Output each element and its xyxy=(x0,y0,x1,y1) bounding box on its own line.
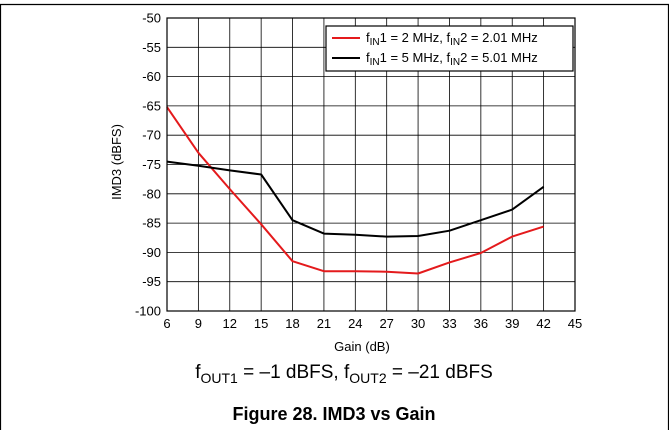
legend-1-sub1: IN xyxy=(370,37,380,48)
legend-box xyxy=(325,25,574,72)
plot-area-border xyxy=(166,17,576,312)
x-tick-label: 24 xyxy=(348,316,362,331)
figure-caption: Figure 28. IMD3 vs Gain xyxy=(232,404,435,424)
legend-1-f2: f xyxy=(446,30,450,45)
legend-2-sub1: IN xyxy=(370,57,380,68)
y-tick-label: -80 xyxy=(142,186,161,201)
legend-entry-series-2: fIN1 = 5 MHz, fIN2 = 5.01 MHz xyxy=(366,50,538,68)
note-f1: f xyxy=(195,362,201,383)
note-sub2: OUT2 xyxy=(349,370,387,386)
note-f2: f xyxy=(344,362,350,383)
y-tick-label: -70 xyxy=(142,128,161,143)
x-tick-label: 15 xyxy=(254,316,268,331)
x-tick-label: 21 xyxy=(317,316,331,331)
note-sub1: OUT1 xyxy=(201,370,239,386)
x-tick-label: 18 xyxy=(285,316,299,331)
x-tick-label: 33 xyxy=(442,316,456,331)
x-tick-label: 27 xyxy=(379,316,393,331)
legend-1-text2: 2 = 2.01 MHz xyxy=(460,30,538,45)
y-tick-label: -95 xyxy=(142,274,161,289)
x-tick-label: 6 xyxy=(163,316,170,331)
legend-2-text1: 1 = 5 MHz, xyxy=(380,50,447,65)
x-tick-label: 30 xyxy=(411,316,425,331)
y-tick-label: -50 xyxy=(142,11,161,26)
legend-1-text1: 1 = 2 MHz, xyxy=(380,30,447,45)
y-tick-label: -55 xyxy=(142,40,161,55)
y-tick-label: -100 xyxy=(135,304,161,319)
legend-2-f1: f xyxy=(366,50,370,65)
series-line-1 xyxy=(166,106,544,275)
x-axis-label: Gain (dB) xyxy=(334,339,390,354)
legend-2-sub2: IN xyxy=(450,57,460,68)
x-tick-label: 45 xyxy=(568,316,582,331)
test-condition-note: fOUT1 = –1 dBFS, fOUT2 = –21 dBFS xyxy=(195,362,493,386)
legend-entry-series-1: fIN1 = 2 MHz, fIN2 = 2.01 MHz xyxy=(366,30,538,48)
y-tick-label: -65 xyxy=(142,98,161,113)
y-tick-label: -85 xyxy=(142,216,161,231)
x-tick-label: 36 xyxy=(474,316,488,331)
y-tick-labels: -50 -55 -60 -65 -70 -75 -80 -85 -90 -95 -100 xyxy=(135,11,161,319)
y-axis-label: IMD3 (dBFS) xyxy=(109,124,124,200)
legend-2-f2: f xyxy=(446,50,450,65)
series-lines xyxy=(166,106,545,275)
series-line-2 xyxy=(166,160,545,238)
x-tick-label: 12 xyxy=(223,316,237,331)
legend-1-f1: f xyxy=(366,30,370,45)
x-tick-label: 39 xyxy=(505,316,519,331)
note-text1: = –1 dBFS, xyxy=(238,362,344,383)
legend: fIN1 = 2 MHz, fIN2 = 2.01 MHz fIN1 = 5 M… xyxy=(325,25,574,72)
legend-1-sub2: IN xyxy=(450,37,460,48)
x-tick-label: 9 xyxy=(195,316,202,331)
x-tick-labels: 6 9 12 15 18 21 24 27 30 33 36 39 42 45 xyxy=(163,316,582,331)
x-tick-label: 42 xyxy=(536,316,550,331)
note-text2: = –21 dBFS xyxy=(387,362,493,383)
y-tick-label: -60 xyxy=(142,69,161,84)
legend-2-text2: 2 = 5.01 MHz xyxy=(460,50,538,65)
y-tick-label: -90 xyxy=(142,245,161,260)
y-tick-label: -75 xyxy=(142,157,161,172)
